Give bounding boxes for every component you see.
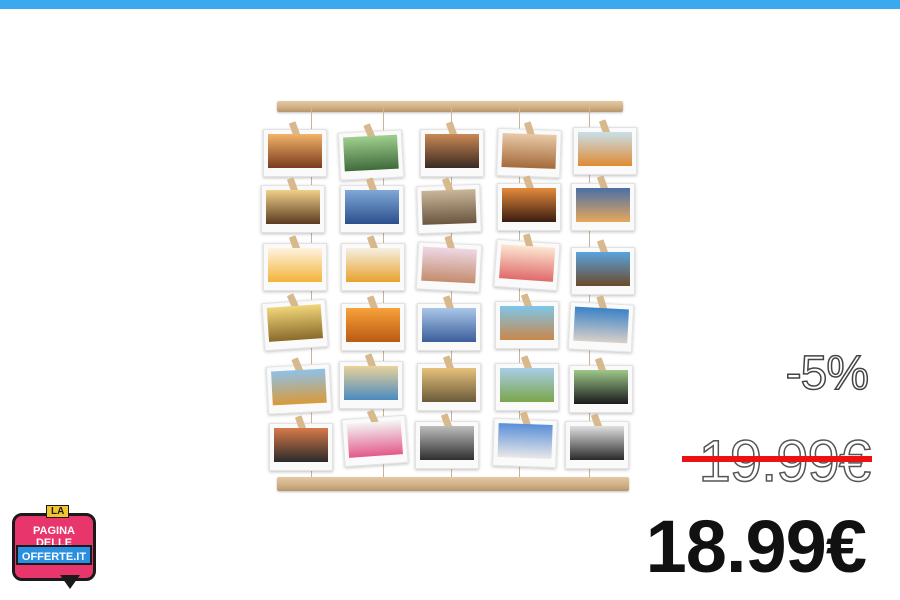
new-price: 18.99€ xyxy=(645,505,867,588)
photo-card xyxy=(492,411,558,469)
photo-card xyxy=(265,357,333,415)
photo-card xyxy=(495,293,559,349)
string xyxy=(311,107,312,479)
string xyxy=(451,107,452,479)
string xyxy=(383,107,384,479)
photo-card xyxy=(417,355,481,411)
photo-card xyxy=(261,177,325,233)
photo-card xyxy=(417,295,481,351)
photo-card xyxy=(341,235,405,291)
photo-card xyxy=(337,123,405,181)
brand-logo: LA PAGINA DELLE OFFERTE.IT xyxy=(8,505,100,595)
photo-card xyxy=(341,409,409,468)
product-image xyxy=(255,95,645,500)
logo-line2: OFFERTE.IT xyxy=(16,545,92,565)
photo-card xyxy=(420,121,484,177)
photo-card xyxy=(497,175,561,231)
discount-badge: -5% xyxy=(785,346,870,401)
photo-card xyxy=(415,235,483,293)
photo-card xyxy=(571,175,635,231)
logo-bubble-tail xyxy=(60,575,80,589)
photo-card xyxy=(571,239,635,295)
photo-card xyxy=(416,177,482,235)
photo-card xyxy=(339,353,403,409)
strikethrough-line xyxy=(682,456,872,462)
logo-top-text: LA xyxy=(46,505,70,518)
top-accent-bar xyxy=(0,0,900,9)
string xyxy=(519,107,520,479)
photo-card xyxy=(493,233,561,292)
photo-card xyxy=(261,293,329,352)
photo-card xyxy=(565,413,629,469)
photo-card xyxy=(567,295,635,353)
photo-card xyxy=(341,295,405,351)
photo-card xyxy=(415,413,479,469)
photo-card xyxy=(269,415,333,471)
photo-card xyxy=(573,119,637,175)
top-wooden-rod xyxy=(277,101,623,112)
photo-card xyxy=(340,177,404,233)
photo-card xyxy=(496,121,562,179)
photo-card xyxy=(263,121,327,177)
photo-card xyxy=(569,357,633,413)
bottom-wooden-rod xyxy=(277,477,629,491)
photo-card xyxy=(263,235,327,291)
photo-card xyxy=(495,355,559,411)
